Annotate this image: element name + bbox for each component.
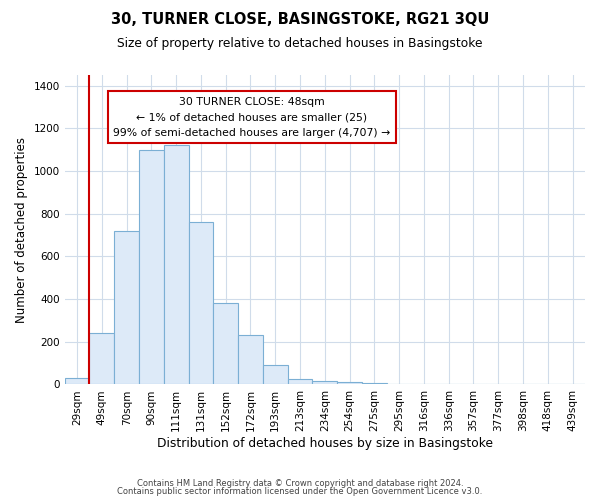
Bar — [65, 378, 89, 384]
Y-axis label: Number of detached properties: Number of detached properties — [15, 136, 28, 322]
Text: Contains public sector information licensed under the Open Government Licence v3: Contains public sector information licen… — [118, 488, 482, 496]
Bar — [313, 380, 337, 384]
Bar — [238, 336, 263, 384]
Bar — [164, 146, 188, 384]
Text: 30, TURNER CLOSE, BASINGSTOKE, RG21 3QU: 30, TURNER CLOSE, BASINGSTOKE, RG21 3QU — [111, 12, 489, 28]
Text: Contains HM Land Registry data © Crown copyright and database right 2024.: Contains HM Land Registry data © Crown c… — [137, 478, 463, 488]
Bar — [188, 222, 214, 384]
Text: Size of property relative to detached houses in Basingstoke: Size of property relative to detached ho… — [117, 38, 483, 51]
Bar — [139, 150, 164, 384]
Bar — [214, 304, 238, 384]
Bar — [287, 379, 313, 384]
Bar — [89, 333, 114, 384]
Bar — [114, 231, 139, 384]
Bar — [263, 366, 287, 384]
X-axis label: Distribution of detached houses by size in Basingstoke: Distribution of detached houses by size … — [157, 437, 493, 450]
Text: 30 TURNER CLOSE: 48sqm
← 1% of detached houses are smaller (25)
99% of semi-deta: 30 TURNER CLOSE: 48sqm ← 1% of detached … — [113, 96, 391, 138]
Bar — [337, 382, 362, 384]
